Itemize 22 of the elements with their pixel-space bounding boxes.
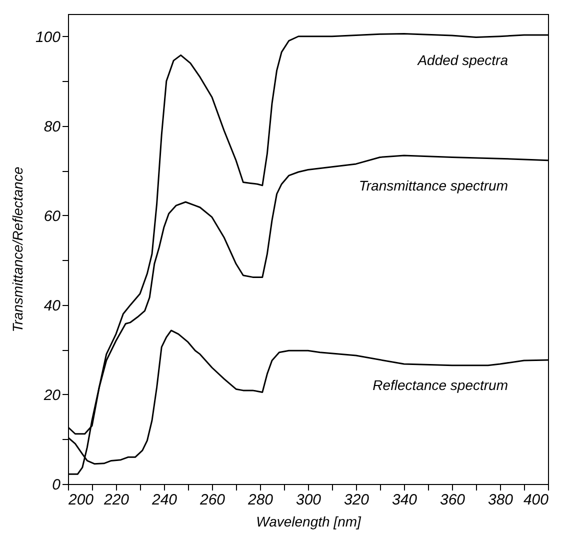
y-tick-label: 100 xyxy=(35,28,62,46)
x-axis-title: Wavelength [nm] xyxy=(256,514,362,530)
series-label: Added spectra xyxy=(416,52,508,68)
x-tick-label: 240 xyxy=(150,492,178,508)
x-tick-label: 340 xyxy=(392,492,418,508)
y-tick-label: 20 xyxy=(42,386,62,404)
x-tick-label: 260 xyxy=(198,492,226,508)
x-tick-label: 380 xyxy=(488,492,514,508)
x-tick-label: 300 xyxy=(296,492,322,508)
x-tick-label: 280 xyxy=(246,492,274,508)
series-label: Reflectance spectrum xyxy=(372,377,508,394)
y-axis-title: Transmittance/Reflectance xyxy=(9,166,26,332)
y-tick-label: 80 xyxy=(44,118,62,136)
series-label: Transmittance spectrum xyxy=(358,177,508,194)
x-tick-label: 360 xyxy=(440,492,466,508)
x-tick-label: 200 xyxy=(68,492,94,508)
y-tick-label: 40 xyxy=(44,297,62,314)
x-tick-label: 220 xyxy=(102,492,130,508)
x-tick-label: 320 xyxy=(344,492,370,508)
y-tick-label: 60 xyxy=(44,208,62,225)
y-tick-label: 0 xyxy=(52,476,62,494)
x-tick-label: 400 xyxy=(523,492,550,508)
